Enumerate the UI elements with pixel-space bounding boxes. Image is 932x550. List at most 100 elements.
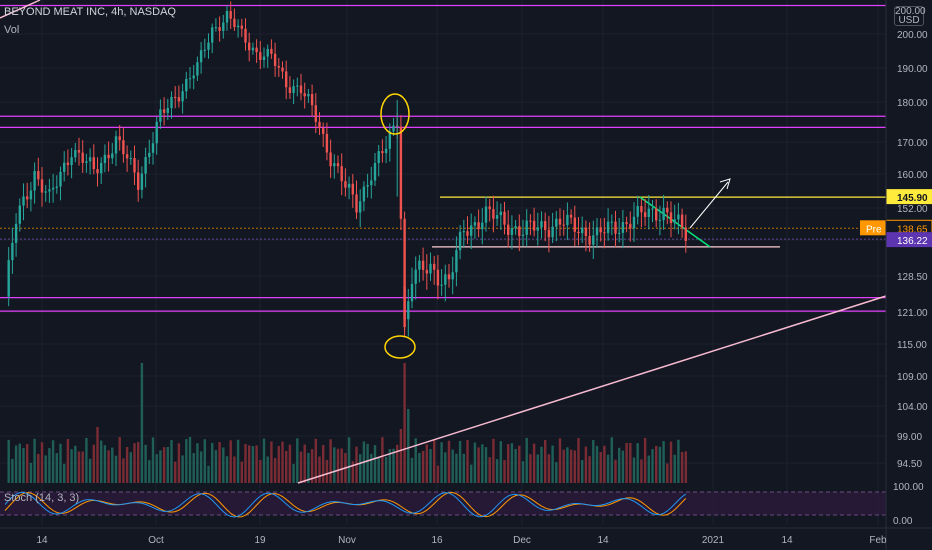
volume-bar	[636, 443, 639, 483]
volume-bar	[251, 446, 255, 483]
volume-bar	[477, 447, 480, 483]
volume-bar	[514, 448, 517, 483]
volume-bar	[340, 448, 343, 483]
volume-bar	[129, 452, 132, 483]
volume-bar	[403, 363, 406, 483]
currency-button[interactable]: 200.00 USD	[894, 6, 926, 26]
candle-body	[66, 162, 70, 166]
candle-body	[466, 231, 469, 236]
annotations	[380, 93, 416, 359]
volume-bar	[388, 449, 391, 483]
volume-bar	[632, 457, 636, 483]
stoch-k-line	[4, 491, 687, 518]
volume-bar	[122, 458, 125, 483]
candle-body	[85, 161, 88, 163]
volume-bar	[192, 453, 195, 483]
volume-label: Vol	[4, 24, 20, 36]
candle-body	[288, 87, 292, 94]
trend-drawings	[0, 0, 887, 484]
candle-body	[88, 157, 92, 162]
candle-body	[125, 154, 129, 159]
candle-body	[433, 263, 436, 270]
volume-bar	[595, 445, 599, 483]
candle-body	[81, 152, 84, 163]
volume-bar	[399, 429, 403, 483]
volume-bar	[588, 456, 591, 483]
candle-body	[388, 131, 391, 149]
volume-bar	[81, 451, 84, 483]
candle-body	[140, 173, 144, 190]
candle-body	[544, 221, 547, 231]
candle-body	[569, 214, 573, 218]
volume-bar	[259, 459, 262, 483]
candle-body	[484, 206, 488, 223]
price-tick-label: 128.50	[897, 272, 928, 283]
old-trendline	[0, 0, 41, 19]
volume-bar	[155, 454, 158, 483]
candle-body	[536, 227, 539, 231]
volume-bar	[222, 447, 225, 483]
candle-body	[347, 183, 351, 188]
volume-bar	[521, 461, 525, 483]
candle-body	[296, 85, 299, 87]
candle-body	[592, 235, 595, 245]
volume-bar	[92, 444, 95, 483]
volume-bar	[88, 458, 92, 483]
candle-body	[377, 151, 380, 164]
candle-body	[218, 27, 221, 31]
candle-body	[477, 222, 480, 230]
price-tick-label: 121.00	[897, 308, 928, 319]
candle-body	[621, 222, 625, 233]
volume-bar	[618, 447, 621, 483]
volume-bar	[162, 447, 166, 483]
volume-bar	[225, 456, 229, 483]
candle-body	[248, 42, 251, 51]
volume-bar	[51, 440, 55, 483]
candle-body	[251, 47, 255, 51]
candle-body	[669, 212, 673, 224]
candle-body	[351, 183, 354, 195]
volume-bar	[525, 437, 528, 483]
volume-bar	[7, 439, 10, 483]
candle-body	[240, 25, 243, 29]
zone-lines	[0, 4, 886, 312]
candle-body	[566, 214, 569, 226]
currency-label: USD	[898, 15, 920, 26]
candle-body	[551, 226, 554, 238]
volume-bar	[370, 453, 373, 483]
candle-body	[410, 283, 414, 302]
candle-body	[233, 18, 236, 28]
pre-tag: Pre	[866, 224, 882, 235]
volume-bar	[273, 457, 277, 483]
candle-body	[181, 91, 184, 102]
volume-bar	[66, 439, 70, 483]
candle-body	[444, 274, 447, 285]
volume-bar	[584, 446, 588, 483]
candle-body	[610, 221, 613, 223]
candle-body	[447, 274, 451, 280]
price-tick-label: 160.00	[897, 170, 928, 181]
volume-bar	[107, 450, 110, 483]
candle-body	[525, 220, 528, 235]
candle-body	[403, 286, 406, 328]
candle-body	[303, 93, 306, 97]
candle-body	[455, 250, 458, 273]
candle-body	[370, 180, 373, 186]
candle-body	[414, 269, 417, 284]
candle-body	[211, 27, 214, 43]
volume-bar	[203, 439, 206, 483]
volume-bar	[181, 455, 184, 483]
candle-body	[255, 47, 258, 53]
candle-body	[37, 171, 40, 180]
price-tick-label: 109.00	[897, 372, 928, 383]
volume-bar	[347, 437, 351, 483]
volume-bar	[207, 465, 210, 483]
candle-body	[625, 222, 628, 224]
volume-bar	[59, 443, 62, 483]
candle-body	[166, 108, 169, 113]
candle-body	[492, 209, 495, 219]
candle-body	[273, 53, 277, 67]
volume-bar	[166, 446, 169, 483]
candle-body	[322, 128, 325, 134]
